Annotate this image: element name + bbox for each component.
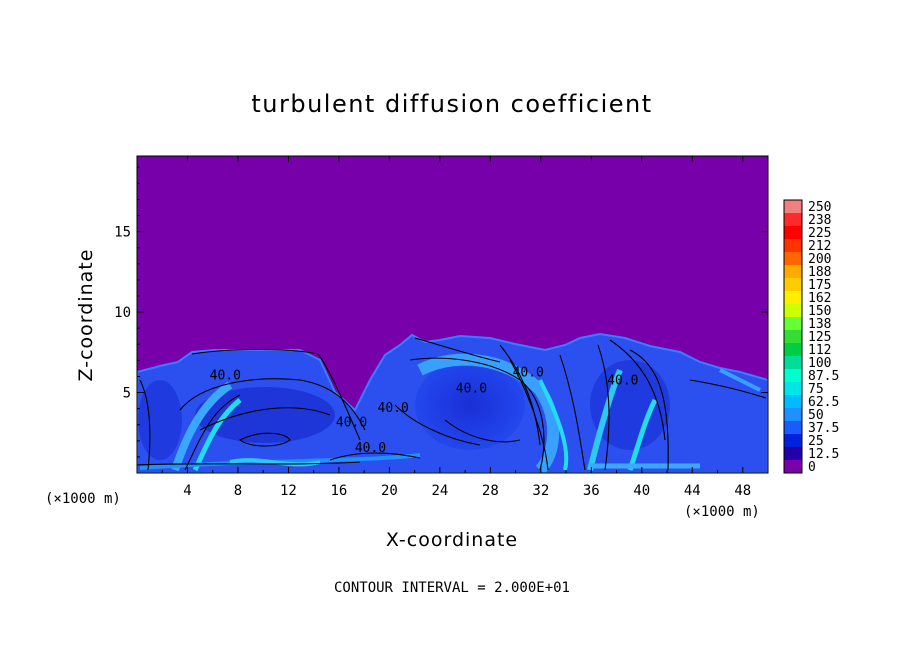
- colorbar-label: 112: [808, 343, 831, 358]
- colorbar-swatch: [784, 343, 802, 357]
- x-tick-label: 32: [532, 483, 549, 499]
- colorbar: 2502382252122001881751621501381251121008…: [783, 199, 839, 475]
- x-tick-label: 4: [183, 483, 191, 499]
- x-tick-label: 24: [431, 483, 448, 499]
- colorbar-swatch: [784, 304, 802, 318]
- colorbar-label: 225: [808, 226, 831, 241]
- colorbar-label: 62.5: [808, 395, 839, 410]
- x-tick-label: 40: [633, 483, 650, 499]
- colorbar-swatch: [784, 447, 802, 461]
- x-axis-label: X-coordinate: [386, 529, 518, 551]
- contour-label: 40.0: [607, 373, 638, 388]
- colorbar-label: 138: [808, 317, 831, 332]
- field-filament: [587, 368, 623, 471]
- colorbar-label: 100: [808, 356, 831, 371]
- colorbar-swatch: [784, 434, 802, 448]
- colorbar-swatch: [784, 317, 802, 331]
- contour-label: 40.0: [210, 369, 241, 384]
- colorbar-label: 238: [808, 213, 831, 228]
- colorbar-label: 188: [808, 265, 831, 280]
- field-filament: [171, 381, 233, 472]
- y-tick-label: 10: [114, 305, 131, 321]
- chart-title: turbulent diffusion coefficient: [251, 90, 652, 118]
- colorbar-swatch: [784, 278, 802, 292]
- colorbar-swatch: [784, 239, 802, 253]
- plot-frame: [136, 155, 769, 474]
- colorbar-frame: [783, 199, 803, 474]
- x-tick-label: 44: [684, 483, 701, 499]
- field-filament: [538, 379, 569, 471]
- colorbar-swatch: [784, 200, 802, 214]
- contour-label: 40.0: [355, 441, 386, 456]
- x-tick-label: 12: [280, 483, 297, 499]
- x-tick-label: 8: [234, 483, 242, 499]
- colorbar-swatch: [784, 421, 802, 435]
- y-tick-label: 5: [123, 386, 131, 402]
- field-core: [590, 360, 670, 450]
- colorbar-swatch: [784, 408, 802, 422]
- contour-label: 40.0: [513, 365, 544, 380]
- colorbar-swatch: [784, 291, 802, 305]
- field-filament: [417, 353, 560, 473]
- colorbar-label: 125: [808, 330, 831, 345]
- colorbar-label: 50: [808, 408, 824, 423]
- contour-label: 40.0: [378, 401, 409, 416]
- x-tick-label: 48: [734, 483, 751, 499]
- colorbar-swatch: [784, 213, 802, 227]
- contour-label: 40.0: [336, 415, 367, 430]
- field-core: [138, 380, 182, 460]
- colorbar-swatch: [784, 460, 802, 474]
- colorbar-swatch: [784, 252, 802, 266]
- colorbar-label: 25: [808, 434, 824, 449]
- colorbar-label: 150: [808, 304, 831, 319]
- colorbar-label: 12.5: [808, 447, 839, 462]
- colorbar-swatch: [784, 356, 802, 370]
- field-core: [415, 360, 525, 450]
- colorbar-label: 75: [808, 382, 824, 397]
- contour-label: 40.0: [456, 382, 487, 397]
- x-tick-label: 36: [583, 483, 600, 499]
- colorbar-label: 200: [808, 252, 831, 267]
- colorbar-label: 212: [808, 239, 831, 254]
- x-unit-right: (×1000 m): [684, 504, 760, 520]
- colorbar-label: 250: [808, 200, 831, 215]
- colorbar-swatch: [784, 382, 802, 396]
- colorbar-swatch: [784, 265, 802, 279]
- field-filament: [627, 398, 658, 471]
- contour-labels: 40.0 40.0 40.0 40.0 40.0 40.0 40.0: [210, 365, 639, 456]
- y-tick-label: 15: [114, 225, 131, 241]
- y-axis-label: Z-coordinate: [75, 249, 97, 382]
- contour-interval-note: CONTOUR INTERVAL = 2.000E+01: [334, 580, 570, 596]
- y-axis: 5 10 15: [114, 166, 768, 458]
- field-filament: [719, 368, 761, 392]
- colorbar-label: 87.5: [808, 369, 839, 384]
- field-filament: [139, 453, 421, 470]
- x-tick-label: 16: [330, 483, 347, 499]
- colorbar-swatch: [784, 330, 802, 344]
- x-tick-label: 28: [482, 483, 499, 499]
- colorbar-label: 37.5: [808, 421, 839, 436]
- x-unit-left: (×1000 m): [45, 491, 121, 507]
- colorbar-label: 162: [808, 291, 831, 306]
- colorbar-label: 175: [808, 278, 831, 293]
- colorbar-swatch: [784, 226, 802, 240]
- colorbar-label: 0: [808, 460, 816, 475]
- x-tick-label: 20: [381, 483, 398, 499]
- contour-lines: [137, 337, 767, 471]
- colorbar-swatch: [784, 369, 802, 383]
- plot-area: 40.0 40.0 40.0 40.0 40.0 40.0 40.0: [137, 156, 768, 473]
- colorbar-swatch: [784, 395, 802, 409]
- x-axis: 4 8 12 16 20 24 28 32 36 40 44 48: [161, 156, 751, 499]
